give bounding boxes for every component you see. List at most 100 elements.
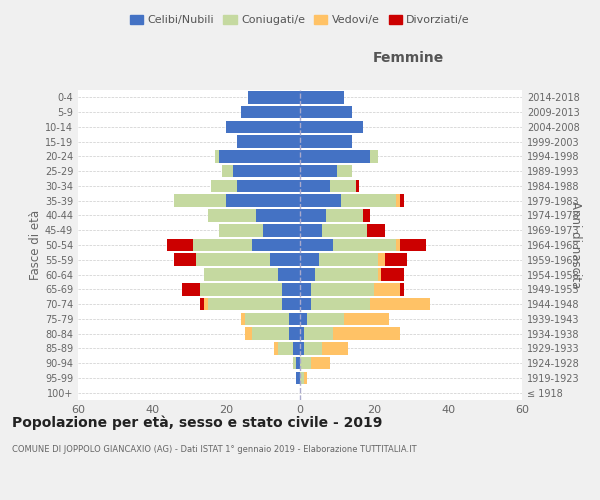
- Bar: [300, 106, 352, 118]
- Bar: [245, 312, 289, 325]
- Bar: [248, 91, 300, 104]
- Bar: [378, 268, 382, 281]
- Bar: [241, 106, 300, 118]
- Bar: [223, 165, 233, 177]
- Bar: [326, 209, 363, 222]
- Bar: [300, 180, 329, 192]
- Bar: [278, 342, 293, 354]
- Bar: [293, 357, 296, 370]
- Bar: [300, 224, 322, 236]
- Bar: [182, 283, 200, 296]
- Bar: [289, 312, 300, 325]
- Bar: [334, 328, 400, 340]
- Bar: [304, 328, 334, 340]
- Bar: [193, 238, 252, 252]
- Bar: [300, 357, 311, 370]
- Bar: [174, 254, 196, 266]
- Bar: [204, 298, 208, 310]
- Bar: [378, 254, 385, 266]
- Bar: [322, 342, 348, 354]
- Bar: [370, 150, 378, 162]
- Bar: [271, 254, 300, 266]
- Bar: [367, 224, 385, 236]
- Bar: [226, 120, 300, 133]
- Bar: [233, 165, 300, 177]
- Legend: Celibi/Nubili, Coniugati/e, Vedovi/e, Divorziati/e: Celibi/Nubili, Coniugati/e, Vedovi/e, Di…: [125, 10, 475, 30]
- Bar: [252, 328, 289, 340]
- Bar: [296, 372, 300, 384]
- Bar: [322, 224, 367, 236]
- Bar: [400, 283, 404, 296]
- Bar: [344, 312, 389, 325]
- Bar: [385, 254, 407, 266]
- Bar: [218, 224, 263, 236]
- Bar: [263, 224, 300, 236]
- Text: COMUNE DI JOPPOLO GIANCAXIO (AG) - Dati ISTAT 1° gennaio 2019 - Elaborazione TUT: COMUNE DI JOPPOLO GIANCAXIO (AG) - Dati …: [12, 445, 416, 454]
- Bar: [300, 342, 304, 354]
- Bar: [304, 342, 322, 354]
- Bar: [300, 268, 315, 281]
- Bar: [252, 238, 300, 252]
- Bar: [300, 283, 311, 296]
- Bar: [374, 283, 400, 296]
- Bar: [208, 209, 256, 222]
- Bar: [370, 298, 430, 310]
- Bar: [300, 91, 344, 104]
- Bar: [208, 298, 281, 310]
- Bar: [311, 283, 374, 296]
- Bar: [211, 180, 237, 192]
- Bar: [400, 238, 426, 252]
- Bar: [281, 283, 300, 296]
- Bar: [167, 238, 193, 252]
- Bar: [396, 194, 400, 207]
- Bar: [237, 180, 300, 192]
- Bar: [218, 150, 300, 162]
- Bar: [337, 165, 352, 177]
- Bar: [300, 194, 341, 207]
- Bar: [300, 312, 307, 325]
- Bar: [300, 372, 304, 384]
- Bar: [174, 194, 226, 207]
- Bar: [300, 136, 352, 148]
- Bar: [274, 342, 278, 354]
- Bar: [400, 194, 404, 207]
- Bar: [200, 283, 281, 296]
- Bar: [196, 254, 271, 266]
- Bar: [396, 238, 400, 252]
- Bar: [363, 209, 370, 222]
- Bar: [278, 268, 300, 281]
- Bar: [215, 150, 218, 162]
- Bar: [319, 254, 378, 266]
- Bar: [329, 180, 356, 192]
- Bar: [237, 136, 300, 148]
- Bar: [356, 180, 359, 192]
- Bar: [293, 342, 300, 354]
- Bar: [289, 328, 300, 340]
- Bar: [281, 298, 300, 310]
- Bar: [300, 150, 370, 162]
- Y-axis label: Fasce di età: Fasce di età: [29, 210, 42, 280]
- Bar: [300, 298, 311, 310]
- Bar: [300, 238, 334, 252]
- Bar: [241, 312, 245, 325]
- Bar: [341, 194, 396, 207]
- Bar: [315, 268, 378, 281]
- Bar: [300, 254, 319, 266]
- Bar: [226, 194, 300, 207]
- Bar: [296, 357, 300, 370]
- Text: Femmine: Femmine: [373, 51, 445, 65]
- Bar: [382, 268, 404, 281]
- Bar: [304, 372, 307, 384]
- Bar: [300, 328, 304, 340]
- Text: Popolazione per età, sesso e stato civile - 2019: Popolazione per età, sesso e stato civil…: [12, 415, 382, 430]
- Bar: [245, 328, 252, 340]
- Bar: [311, 357, 329, 370]
- Bar: [204, 268, 278, 281]
- Y-axis label: Anni di nascita: Anni di nascita: [569, 202, 583, 288]
- Bar: [256, 209, 300, 222]
- Bar: [200, 298, 204, 310]
- Bar: [311, 298, 370, 310]
- Bar: [307, 312, 344, 325]
- Bar: [334, 238, 396, 252]
- Bar: [300, 165, 337, 177]
